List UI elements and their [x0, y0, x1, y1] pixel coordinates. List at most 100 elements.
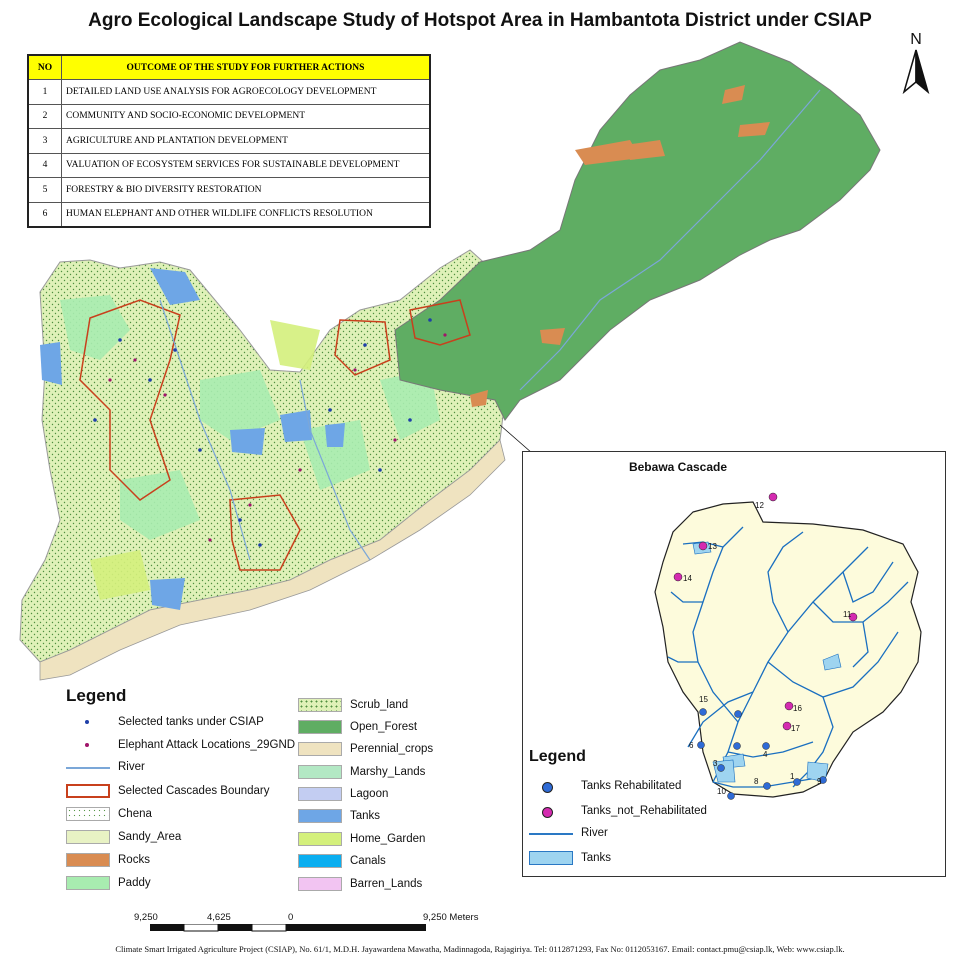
tank-point-11 [848, 612, 858, 622]
legend-label: Home_Garden [350, 833, 426, 845]
legend-item-tanks: Tanks [298, 809, 380, 823]
paddy-patch [300, 420, 370, 490]
outcome-row: 6 HUMAN ELEPHANT AND OTHER WILDLIFE CONFL… [27, 201, 431, 228]
tank-point-9 [819, 776, 827, 784]
legend-swatch [66, 876, 110, 890]
legend-item-cascade-boundary: Selected Cascades Boundary [66, 784, 270, 798]
rock-outcrop [625, 140, 665, 160]
outcome-row-no: 6 [27, 201, 62, 228]
legend-label: Tanks [350, 810, 381, 822]
legend-swatch [66, 853, 110, 867]
outcome-row-no: 3 [27, 128, 62, 154]
tank-label: 16 [793, 704, 802, 713]
legend-swatch [298, 720, 342, 734]
tank-point-14 [673, 572, 683, 582]
inset-legend-title: Legend [529, 748, 586, 765]
legend-label: River [118, 761, 145, 773]
tank-label: 3 [713, 759, 718, 768]
tank-waterbody [150, 268, 200, 305]
tank-point-15 [699, 708, 707, 716]
legend-item-sandy-area: Sandy_Area [66, 830, 181, 844]
legend-item-scrub-land: Scrub_land [298, 698, 408, 712]
legend-swatch [298, 832, 342, 846]
open-forest-region [394, 41, 881, 421]
tank-label: 4 [763, 750, 768, 759]
tank-point-5 [734, 710, 742, 718]
tank-label: 15 [699, 695, 708, 704]
outcome-row: 2 COMMUNITY AND SOCIO-ECONOMIC DEVELOPMEN… [27, 103, 431, 129]
river-line [159, 299, 251, 561]
map-title: Agro Ecological Landscape Study of Hotsp… [88, 10, 872, 31]
inset-legend-item-not-rehabilitated: Tanks_not_Rehabilitated [529, 804, 707, 818]
tank-waterbody [150, 578, 185, 610]
legend-swatch [298, 854, 342, 868]
cascade-boundary [229, 494, 301, 571]
legend-item-rocks: Rocks [66, 853, 150, 867]
elephant-attack-points [108, 333, 447, 542]
inset-map-frame: Bebawa Cascade [522, 451, 946, 877]
home-garden-patch [90, 550, 150, 600]
legend-swatch [529, 851, 573, 865]
outcome-row-text: HUMAN ELEPHANT AND OTHER WILDLIFE CONFLI… [61, 201, 431, 228]
tank-waterbody [325, 423, 345, 447]
legend-item-marshy-lands: Marshy_Lands [298, 765, 425, 779]
tank-point-17 [782, 721, 792, 731]
legend-item-chena: Chena [66, 807, 152, 821]
inset-legend-item-river: River [529, 827, 608, 839]
legend-label: Barren_Lands [350, 878, 423, 890]
legend-swatch [298, 877, 342, 891]
tank-point-2 [733, 742, 741, 750]
tank-label: 13 [708, 542, 717, 551]
legend-label: Lagoon [350, 788, 389, 800]
legend-item-canals: Canals [298, 854, 386, 868]
outcome-row-text: VALUATION OF ECOSYSTEM SERVICES FOR SUST… [61, 152, 431, 178]
tank-waterbody [230, 428, 265, 455]
legend-swatch [66, 830, 110, 844]
outcome-table-header: NO OUTCOME OF THE STUDY FOR FURTHER ACTI… [27, 54, 431, 80]
inset-map: 12 13 14 11 16 17 15 6 3 10 8 4 1 9 [654, 492, 922, 800]
footer-contact: Climate Smart Irrigated Agriculture Proj… [115, 944, 845, 954]
legend-label: Elephant Attack Locations_29GND [118, 739, 296, 751]
cascade-boundary [334, 319, 391, 376]
legend-item-home-garden: Home_Garden [298, 832, 425, 846]
legend-item-barren-lands: Barren_Lands [298, 877, 422, 891]
cascade-boundary [409, 299, 471, 346]
inset-title: Bebawa Cascade [628, 460, 728, 474]
tank-point-1 [793, 778, 801, 786]
tank-point-6 [697, 741, 705, 749]
tank-point-3 [717, 764, 725, 772]
legend-label: River [581, 827, 608, 839]
legend-label: Sandy_Area [118, 831, 182, 843]
inset-legend-item-rehabilitated: Tanks Rehabilitated [529, 779, 681, 793]
tank-label: 10 [717, 787, 726, 796]
tank-label: 14 [683, 574, 692, 583]
tanks-not-rehabilitated [673, 492, 858, 731]
legend-item-perennial-crops: Perennial_crops [298, 742, 433, 756]
tank-point-10 [727, 792, 735, 800]
legend-label: Open_Forest [350, 721, 418, 733]
legend-label: Selected tanks under CSIAP [118, 716, 264, 728]
rock-outcrop [575, 140, 640, 165]
outcome-row-text: COMMUNITY AND SOCIO-ECONOMIC DEVELOPMENT [61, 103, 431, 129]
north-label: N [910, 31, 922, 48]
legend-label: Rocks [118, 854, 150, 866]
legend-item-elephant-attack: Elephant Attack Locations_29GND [66, 738, 295, 752]
outcome-row-text: DETAILED LAND USE ANALYSIS FOR AGROECOLO… [61, 79, 431, 105]
rock-outcrop [540, 328, 565, 345]
paddy-patch [60, 295, 130, 360]
tank-point-4 [762, 742, 770, 750]
north-arrow-icon: N [902, 31, 930, 95]
header-outcome: OUTCOME OF THE STUDY FOR FURTHER ACTIONS [61, 54, 431, 80]
legend-item-river: River [66, 761, 145, 773]
legend-item-selected-tanks: Selected tanks under CSIAP [66, 715, 264, 729]
outcome-row: 1 DETAILED LAND USE ANALYSIS FOR AGROECOL… [27, 79, 431, 105]
legend-swatch [66, 807, 110, 821]
tank-point-13 [698, 541, 708, 551]
legend-swatch [298, 809, 342, 823]
scale-label: 9,250 [134, 912, 158, 923]
rock-outcrop [722, 85, 745, 104]
legend-swatch [529, 804, 573, 818]
tank-label: 17 [791, 724, 800, 733]
tank-waterbody [40, 342, 62, 385]
